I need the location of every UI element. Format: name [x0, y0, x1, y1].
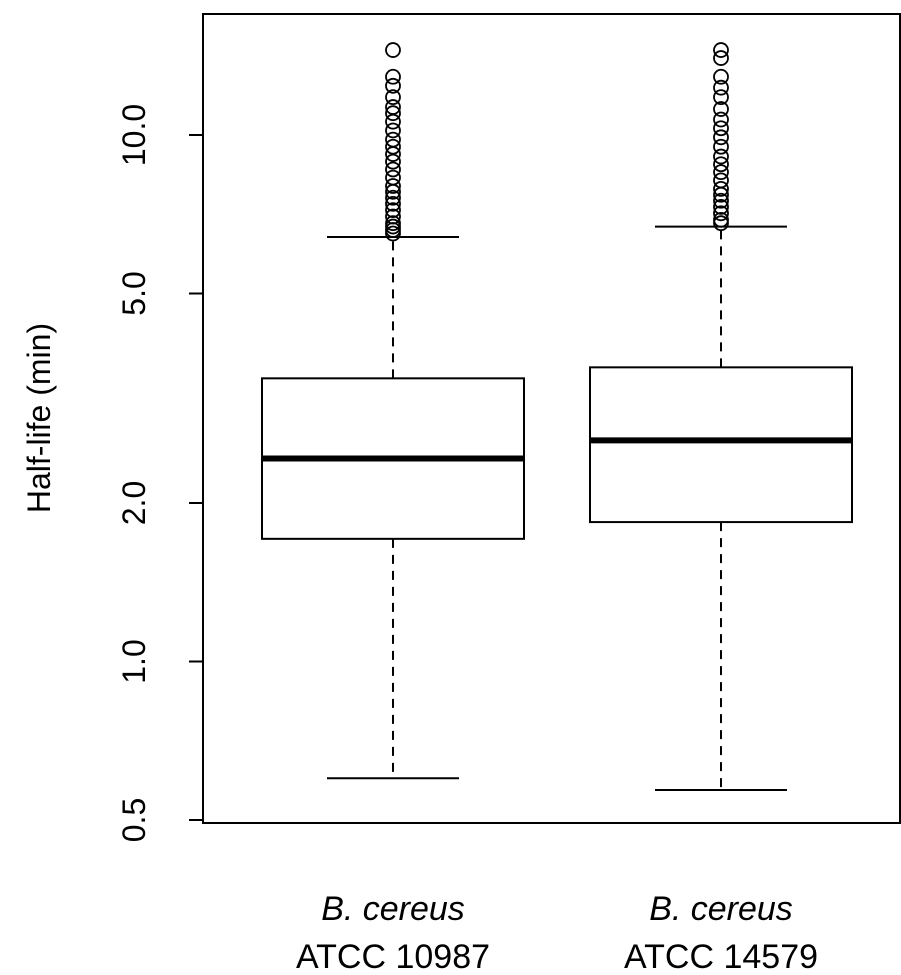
outlier-point [713, 199, 729, 215]
outlier-point [713, 211, 729, 228]
box-group [261, 42, 525, 780]
outlier-point [385, 138, 401, 155]
box-group [589, 42, 853, 792]
outlier-point [385, 169, 401, 186]
outlier-point [385, 77, 401, 94]
outlier-point [713, 89, 729, 106]
iqr-box [589, 366, 853, 524]
plot-frame [202, 13, 901, 824]
outlier-point [713, 120, 729, 137]
y-tick-label: 5.0 [116, 271, 152, 315]
outlier-point [713, 172, 729, 189]
outlier-point [713, 68, 729, 85]
outlier-point [713, 138, 729, 155]
outlier-point [713, 111, 729, 128]
y-tick-label: 10.0 [116, 104, 152, 166]
outlier-point [385, 89, 401, 106]
outlier-point [385, 131, 401, 148]
outlier-point [713, 42, 729, 58]
y-axis-title: Half-life (min) [21, 323, 57, 513]
outlier-point [385, 178, 401, 194]
outlier-point [385, 153, 401, 170]
boxes [261, 42, 853, 792]
category-label-strain: ATCC 14579 [624, 938, 818, 975]
outlier-point [385, 113, 401, 130]
outlier-point [385, 189, 401, 206]
outlier-point [713, 50, 729, 66]
outlier-point [713, 164, 729, 181]
category-label-strain: ATCC 10987 [296, 938, 490, 975]
outlier-point [385, 195, 401, 212]
y-tick-label: 2.0 [116, 481, 152, 525]
category-label-species: B. cereus [649, 890, 793, 928]
outlier-point [713, 180, 729, 197]
category-label-species: B. cereus [321, 890, 465, 928]
outlier-point [385, 42, 401, 58]
outlier-point [385, 208, 401, 225]
category-labels: B. cereus ATCC 10987 B. cereus ATCC 14579 [296, 890, 818, 975]
y-tick-label: 0.5 [116, 798, 152, 842]
outlier-point [713, 79, 729, 96]
outlier-point [385, 122, 401, 139]
outlier-point [713, 192, 729, 209]
outlier-point [385, 215, 401, 232]
y-tick-label: 1.0 [116, 639, 152, 683]
outlier-point [385, 68, 401, 85]
outlier-point [385, 99, 401, 115]
outlier-point [713, 205, 729, 222]
outlier-point [713, 129, 729, 146]
outlier-point [385, 202, 401, 219]
outlier-point [713, 148, 729, 165]
outlier-point [385, 161, 401, 178]
outlier-point [713, 101, 729, 117]
outlier-point [713, 156, 729, 173]
y-axis: 0.5 1.0 2.0 5.0 10.0 [116, 104, 203, 842]
outlier-point [385, 105, 401, 122]
